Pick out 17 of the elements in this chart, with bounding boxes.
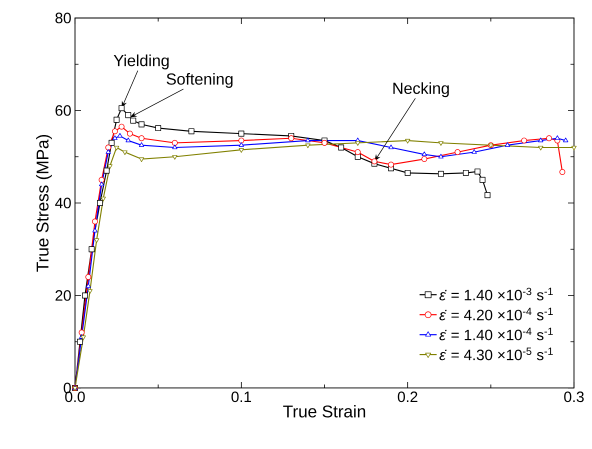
x-tick-label: 0.2: [398, 392, 418, 402]
x-axis-title: True Strain: [283, 405, 366, 418]
y-tick-label: 20: [56, 290, 71, 301]
x-tick-label: 0.0: [65, 392, 85, 402]
x-tick-label: 0.1: [231, 392, 252, 402]
legend-label: ε̇ = 1.40 ×10$^{-4}$ s$^{-1}$: [439, 328, 553, 340]
y-tick-label: 80: [55, 12, 71, 24]
y-tick-label: 60: [56, 105, 71, 116]
y-tick-label: 40: [55, 198, 71, 208]
x-tick-label: 0.3: [564, 392, 584, 402]
legend-label: ε̇ = 4.30 ×10$^{-5}$ s$^{-1}$: [439, 348, 553, 360]
legend-label: ε̇ = 1.40 ×10$^{-3}$ s$^{-1}$: [439, 288, 553, 300]
legend-label: ε̇ = 4.20 ×10$^{-4}$ s$^{-1}$: [439, 308, 553, 320]
annotation: Necking: [393, 82, 449, 98]
annotation: Yielding: [114, 54, 169, 70]
y-axis-title: True Stress (MPa): [36, 134, 52, 272]
annotation: Softening: [166, 72, 233, 88]
